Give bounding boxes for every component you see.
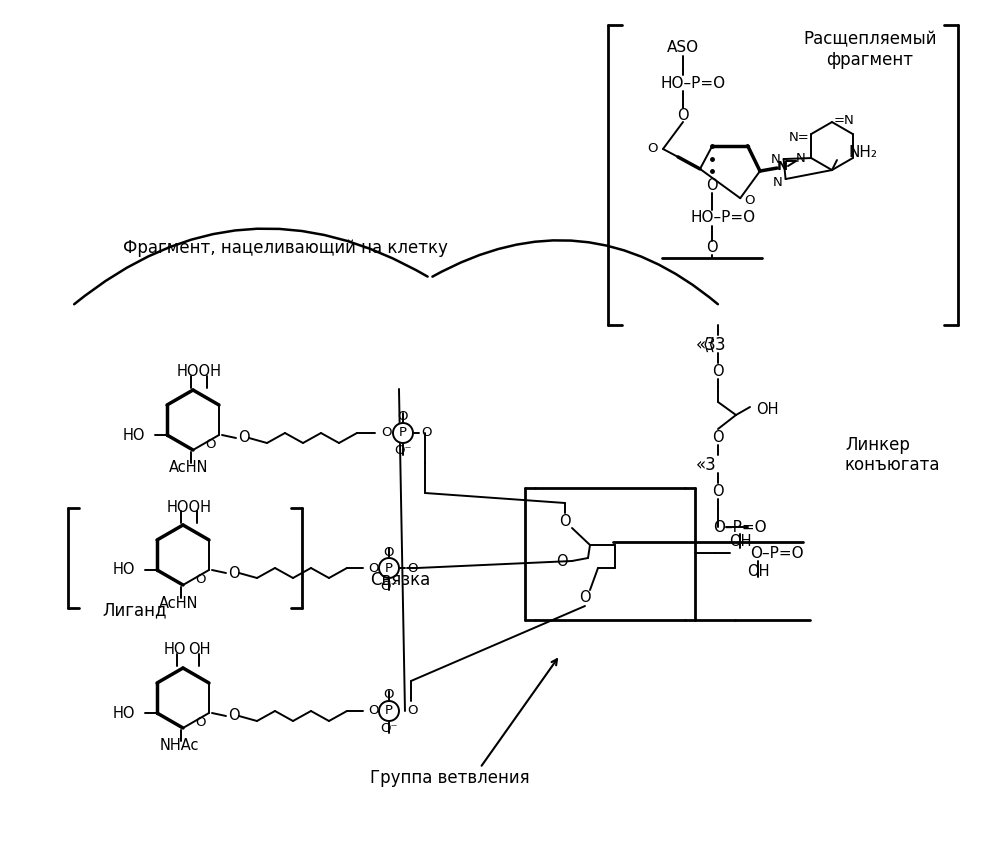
Text: P: P bbox=[399, 426, 407, 439]
Circle shape bbox=[379, 558, 399, 578]
Text: O–P=O: O–P=O bbox=[750, 545, 803, 561]
Text: O–P=O: O–P=O bbox=[713, 519, 766, 534]
Text: O: O bbox=[579, 591, 590, 606]
Text: Расщепляемый
фрагмент: Расщепляемый фрагмент bbox=[803, 30, 937, 69]
Text: O: O bbox=[381, 426, 392, 439]
Text: Фрагмент, нацеливающий на клетку: Фрагмент, нацеливающий на клетку bbox=[123, 239, 448, 257]
Text: HOOH: HOOH bbox=[177, 364, 222, 380]
Text: «3: «3 bbox=[695, 336, 716, 354]
Text: AcHN: AcHN bbox=[159, 596, 199, 610]
Text: O: O bbox=[228, 709, 240, 723]
Text: O: O bbox=[196, 573, 206, 586]
Text: OH: OH bbox=[188, 643, 210, 658]
Text: OH: OH bbox=[728, 534, 751, 549]
Text: «3: «3 bbox=[695, 456, 716, 474]
Text: OH: OH bbox=[756, 402, 778, 416]
Text: O⁻: O⁻ bbox=[395, 444, 412, 458]
Text: NHAc: NHAc bbox=[159, 739, 199, 753]
Text: O⁻: O⁻ bbox=[381, 722, 398, 735]
Text: O: O bbox=[384, 545, 395, 558]
Text: O: O bbox=[421, 426, 432, 439]
Text: O: O bbox=[398, 410, 409, 424]
Text: HO: HO bbox=[164, 643, 186, 658]
Text: ⟨⟨3: ⟨⟨3 bbox=[702, 336, 726, 354]
Text: OH: OH bbox=[746, 563, 769, 579]
Text: O: O bbox=[712, 363, 724, 379]
Text: O: O bbox=[407, 562, 418, 574]
Text: O: O bbox=[744, 194, 755, 207]
Text: O: O bbox=[407, 705, 418, 717]
Text: O: O bbox=[368, 562, 379, 574]
Text: HO–P=O: HO–P=O bbox=[690, 210, 755, 226]
Text: O: O bbox=[238, 431, 250, 446]
Text: N=: N= bbox=[788, 130, 809, 144]
Circle shape bbox=[393, 423, 413, 443]
Text: P: P bbox=[385, 562, 393, 574]
Text: O: O bbox=[706, 178, 718, 193]
Text: Группа ветвления: Группа ветвления bbox=[371, 769, 529, 787]
Text: N: N bbox=[776, 159, 787, 173]
Text: O⁻: O⁻ bbox=[381, 580, 398, 592]
Text: Связка: Связка bbox=[370, 571, 431, 589]
Text: N: N bbox=[773, 175, 782, 189]
Text: O: O bbox=[556, 553, 567, 568]
Text: N: N bbox=[795, 151, 805, 164]
Text: O: O bbox=[647, 142, 658, 156]
Text: O: O bbox=[712, 430, 724, 444]
Text: P: P bbox=[385, 705, 393, 717]
Text: HO–P=O: HO–P=O bbox=[661, 76, 726, 90]
Text: O: O bbox=[206, 438, 216, 451]
Text: NH₂: NH₂ bbox=[849, 145, 878, 159]
Text: O: O bbox=[559, 513, 570, 528]
Text: O: O bbox=[677, 107, 689, 123]
Text: HO: HO bbox=[113, 705, 135, 721]
Text: O: O bbox=[368, 705, 379, 717]
Text: ASO: ASO bbox=[667, 41, 699, 55]
Text: O: O bbox=[384, 688, 395, 701]
Text: Линкер
конъюгата: Линкер конъюгата bbox=[845, 436, 940, 474]
Text: HO: HO bbox=[113, 563, 135, 578]
Text: O: O bbox=[712, 483, 724, 499]
Text: O: O bbox=[706, 240, 718, 255]
Text: AcHN: AcHN bbox=[169, 460, 209, 476]
Text: O: O bbox=[196, 716, 206, 729]
Text: N: N bbox=[771, 152, 780, 166]
Text: =N: =N bbox=[834, 113, 855, 127]
Text: O: O bbox=[228, 566, 240, 580]
Text: HO: HO bbox=[123, 427, 145, 443]
Circle shape bbox=[379, 701, 399, 721]
Text: HOOH: HOOH bbox=[167, 500, 212, 515]
Text: Лиганд: Лиганд bbox=[103, 601, 167, 619]
